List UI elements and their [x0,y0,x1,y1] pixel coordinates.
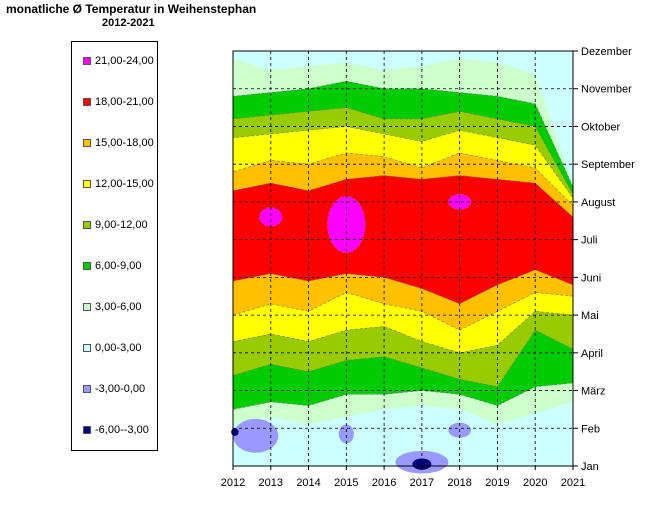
x-tick-label: 2015 [334,477,358,489]
x-tick-label: 2014 [296,477,320,489]
legend-item: -6,00--3,00 [83,424,149,436]
y-tick-label: August [581,197,615,209]
y-tick-label: März [581,386,605,398]
chart-title: monatliche Ø Temperatur in Weihenstephan [6,2,257,16]
y-tick-label: Oktober [581,121,620,133]
legend-swatch [83,426,91,434]
x-tick-label: 2020 [523,477,547,489]
legend-item: -3,00-0,00 [83,383,145,395]
y-tick-label: Juni [581,272,601,284]
x-tick-label: 2013 [259,477,283,489]
legend-swatch [83,57,91,65]
contour--6,00--3,00 [412,458,432,470]
x-tick-label: 2021 [561,477,585,489]
legend-swatch [83,221,91,229]
x-tick-label: 2016 [372,477,396,489]
y-tick-label: April [581,348,603,360]
contour--6,00--3,00 [231,428,239,436]
y-tick-label: Dezember [581,46,632,58]
legend-swatch [83,262,91,270]
contour--3,00-0,00 [233,418,279,453]
y-tick-label: Jan [581,461,599,473]
legend-item: 18,00-21,00 [83,96,154,108]
legend-label: 18,00-21,00 [95,96,154,108]
legend-swatch [83,180,91,188]
x-tick-label: 2017 [410,477,434,489]
legend-item: 15,00-18,00 [83,137,154,149]
legend-item: 3,00-6,00 [83,301,141,313]
legend-label: 21,00-24,00 [95,55,154,67]
legend-label: -3,00-0,00 [95,383,146,395]
y-tick-label: November [581,84,632,96]
legend-swatch [83,139,91,147]
legend-label: 3,00-6,00 [95,301,142,313]
legend-label: 9,00-12,00 [95,219,148,231]
legend-label: 12,00-15,00 [95,178,154,190]
y-tick-label: September [581,159,635,171]
legend-item: 0,00-3,00 [83,342,141,354]
legend-label: 15,00-18,00 [95,137,154,149]
contour-21,00-24,00 [259,207,283,227]
x-tick-label: 2019 [485,477,509,489]
legend-label: -6,00--3,00 [95,424,149,436]
legend-label: 6,00-9,00 [95,260,142,272]
y-tick-label: Mai [581,310,599,322]
legend-item: 21,00-24,00 [83,55,154,67]
y-tick-label: Feb [581,423,600,435]
legend-item: 6,00-9,00 [83,260,141,272]
legend-swatch [83,385,91,393]
plot-frame [232,50,574,467]
x-tick-label: 2018 [447,477,471,489]
x-tick-label: 2012 [221,477,245,489]
legend-swatch [83,344,91,352]
legend-swatch [83,303,91,311]
contour--3,00-0,00 [338,424,354,444]
y-tick-label: Juli [581,235,598,247]
legend: 21,00-24,00 18,00-21,00 15,00-18,00 12,00-1… [71,41,158,451]
legend-item: 12,00-15,00 [83,178,154,190]
legend-swatch [83,98,91,106]
chart-subtitle: 2012-2021 [102,17,155,29]
legend-label: 0,00-3,00 [95,342,142,354]
legend-item: 9,00-12,00 [83,219,148,231]
